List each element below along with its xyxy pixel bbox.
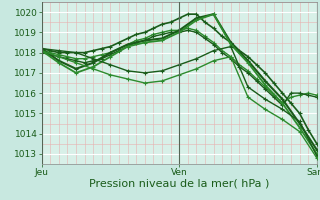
- X-axis label: Pression niveau de la mer( hPa ): Pression niveau de la mer( hPa ): [89, 179, 269, 189]
